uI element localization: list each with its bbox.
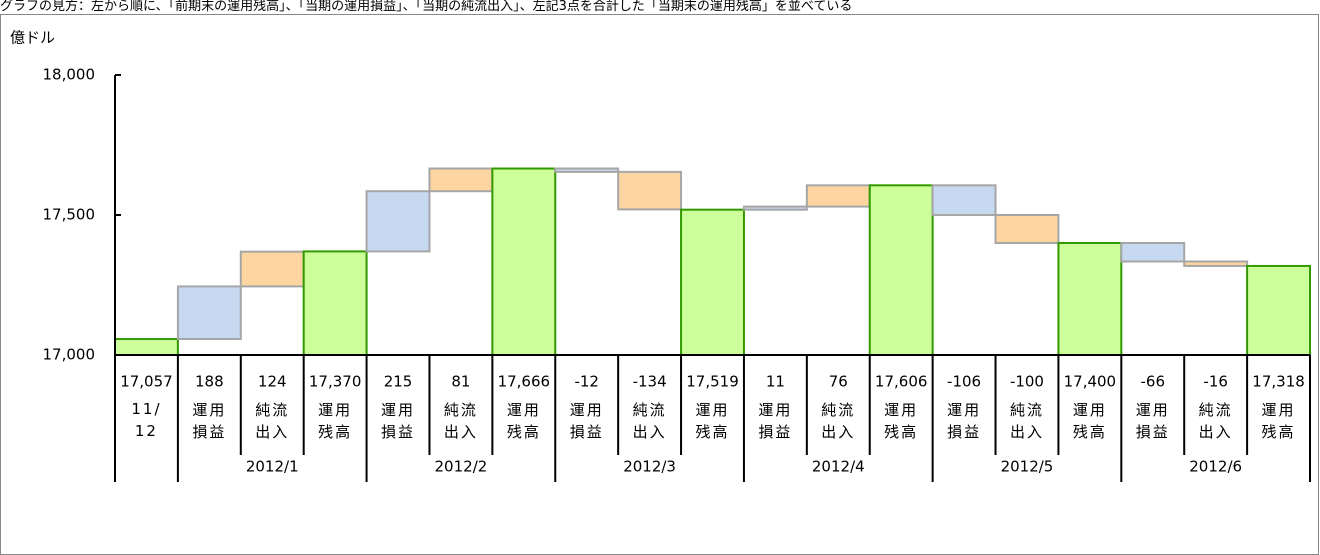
category-label: 純流出入 [1009, 401, 1044, 441]
value-label: -134 [633, 373, 667, 391]
value-label: 17,519 [686, 373, 739, 391]
y-axis-label: 億ドル [10, 29, 55, 47]
delta-bar [994, 214, 1060, 244]
group-label: 2012/5 [1001, 458, 1054, 476]
delta-bar [365, 190, 431, 253]
total-bar [680, 208, 745, 356]
category-label: 運用残高 [884, 401, 919, 441]
value-label: 124 [258, 373, 287, 391]
delta-bar [428, 167, 494, 193]
value-label: -100 [1010, 373, 1044, 391]
category-label: 運用損益 [758, 401, 793, 441]
category-label: 運用損益 [381, 401, 416, 441]
delta-bar [239, 250, 305, 288]
category-label: 純流出入 [443, 401, 478, 441]
group-label: 2012/6 [1189, 458, 1242, 476]
category-label: 運用損益 [947, 401, 982, 441]
category-label: 純流出入 [821, 401, 856, 441]
delta-bar [805, 184, 871, 208]
total-bar [114, 338, 179, 357]
delta-bar [617, 170, 683, 211]
category-label: 運用損益 [569, 401, 604, 441]
value-label: 188 [195, 373, 224, 391]
category-label: 運用損益 [192, 401, 227, 441]
value-label: 17,666 [498, 373, 551, 391]
value-label: -106 [947, 373, 981, 391]
delta-bar [742, 205, 808, 211]
value-label: 17,318 [1252, 373, 1305, 391]
value-label: 17,057 [120, 373, 173, 391]
value-label: 215 [384, 373, 413, 391]
value-label: 76 [829, 373, 848, 391]
category-label: 純流出入 [632, 401, 667, 441]
category-label: 運用残高 [1261, 401, 1296, 441]
delta-bar [931, 184, 997, 217]
delta-bar [176, 285, 242, 341]
value-label: 81 [451, 373, 470, 391]
group-label: 2012/4 [812, 458, 865, 476]
category-label: 運用残高 [506, 401, 541, 441]
category-label: 運用残高 [318, 401, 353, 441]
y-tick-label: 17,000 [43, 346, 96, 364]
value-label: 11 [766, 373, 785, 391]
delta-bar [1120, 242, 1186, 263]
category-label: 運用損益 [1135, 401, 1170, 441]
total-bar [491, 167, 557, 356]
total-bar [1057, 242, 1123, 356]
category-label: 運用残高 [695, 401, 730, 441]
y-tick-label: 18,000 [43, 66, 96, 84]
value-label: 17,370 [309, 373, 362, 391]
group-label: 2012/2 [435, 458, 488, 476]
group-label: 2012/1 [246, 458, 299, 476]
total-bar [302, 250, 368, 356]
total-bar [868, 184, 934, 356]
y-tick-label: 17,500 [43, 206, 96, 224]
category-label: 運用残高 [1072, 401, 1107, 441]
group-label: 2012/3 [623, 458, 676, 476]
delta-bar [1183, 260, 1249, 267]
value-label: -16 [1203, 373, 1228, 391]
subtitle: グラフの見方：左から順に、「前期末の運用残高」、「当期の運用損益」、「当期の純流… [0, 0, 853, 14]
value-label: 17,606 [875, 373, 928, 391]
value-label: -12 [574, 373, 599, 391]
total-bar [1246, 264, 1311, 356]
category-label: 純流出入 [1198, 401, 1233, 441]
category-label: 11/12 [131, 400, 162, 440]
value-label: -66 [1141, 373, 1166, 391]
value-label: 17,400 [1064, 373, 1117, 391]
category-label: 純流出入 [255, 401, 290, 441]
delta-bar [554, 167, 620, 173]
